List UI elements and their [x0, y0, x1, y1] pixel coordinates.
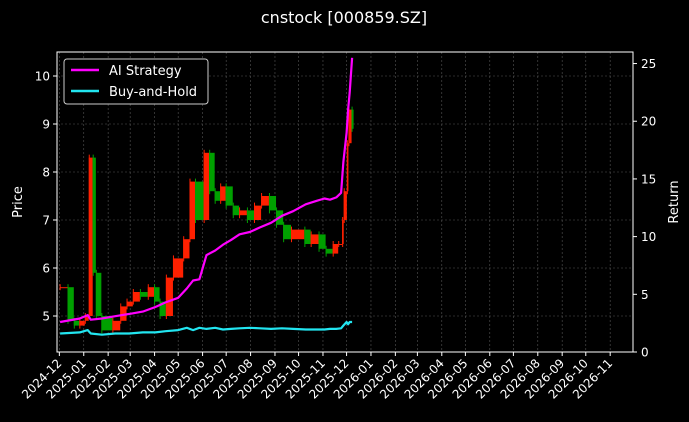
price-candle: [147, 287, 155, 297]
price-candle: [139, 292, 148, 297]
price-candle: [59, 287, 68, 289]
price-candle: [325, 248, 333, 254]
y-axis-left-label: Price: [11, 186, 26, 218]
y-right-tick-label: 0: [641, 346, 649, 360]
price-candles: [59, 106, 354, 334]
y-axis-right-label: Return: [667, 180, 682, 223]
ai-strategy-line: [59, 57, 354, 324]
price-candle: [214, 191, 221, 201]
y-right-tick-label: 20: [641, 115, 656, 129]
legend-ai-label: AI Strategy: [109, 64, 182, 79]
price-candle: [261, 196, 269, 206]
y-left-tick-label: 6: [42, 262, 50, 276]
y-left-tick-label: 9: [42, 118, 50, 132]
legend-bh-label: Buy-and-Hold: [109, 85, 197, 100]
plot-frame: [56, 51, 634, 353]
price-candle: [112, 320, 121, 331]
y-right-tick-label: 25: [641, 57, 656, 71]
price-candle: [154, 287, 160, 302]
price-candle: [172, 258, 184, 278]
price-candle: [73, 320, 80, 326]
price-candle: [220, 186, 226, 201]
y-axis-left: 5 6 7 8 9 10: [35, 70, 57, 324]
price-candle: [225, 186, 233, 206]
price-candle: [239, 210, 247, 216]
price-candle: [189, 181, 195, 240]
buy-and-hold-line: [60, 320, 353, 336]
y-right-tick-label: 10: [641, 230, 656, 244]
price-candle: [92, 157, 96, 273]
y-left-tick-label: 7: [42, 214, 50, 228]
price-candle: [246, 210, 255, 220]
price-candle: [101, 316, 113, 331]
price-candle: [310, 234, 319, 244]
price-candle: [165, 277, 173, 316]
price-candle: [95, 272, 102, 316]
y-left-tick-label: 10: [35, 70, 50, 84]
price-candle: [348, 109, 352, 144]
price-candle: [232, 205, 240, 216]
price-candle: [332, 244, 339, 254]
price-candle: [132, 292, 140, 302]
price-candle: [290, 229, 305, 240]
price-candle: [346, 143, 349, 192]
return-lines: [59, 57, 354, 336]
legend: AI Strategy Buy-and-Hold: [63, 58, 209, 105]
y-right-tick-label: 15: [641, 172, 656, 186]
price-candle: [88, 157, 93, 316]
price-candle: [351, 109, 354, 129]
price-candle: [194, 181, 204, 220]
price-candle: [126, 301, 133, 307]
price-candle: [209, 152, 215, 192]
y-left-tick-label: 5: [42, 310, 50, 324]
price-candle: [342, 220, 344, 244]
price-candle: [84, 316, 89, 321]
price-candle: [318, 234, 326, 249]
price-candle: [159, 301, 166, 316]
price-candle: [67, 287, 74, 321]
price-candle: [79, 320, 85, 326]
price-candle: [338, 244, 343, 245]
y-right-tick-label: 5: [641, 288, 649, 302]
price-candle: [203, 152, 210, 220]
price-candle: [343, 191, 347, 220]
price-candle: [304, 229, 311, 244]
legend-box: [63, 58, 209, 105]
y-axis-right: 0 5 10 15 20 25: [633, 57, 656, 360]
price-candle: [268, 196, 277, 211]
price-candle: [254, 205, 262, 220]
price-candle: [283, 224, 291, 240]
y-left-tick-label: 8: [42, 166, 50, 180]
chart-title: cnstock [000859.SZ]: [261, 8, 427, 27]
price-candle: [183, 239, 190, 259]
price-candle: [120, 306, 127, 321]
